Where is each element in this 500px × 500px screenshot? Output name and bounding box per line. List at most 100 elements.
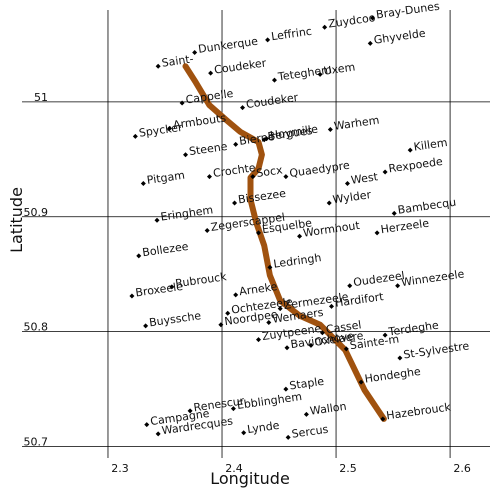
point — [187, 408, 193, 414]
point — [208, 70, 214, 76]
y-tick-label: 50.8 — [24, 321, 49, 334]
point-label: Uxem — [323, 60, 356, 77]
point — [322, 24, 328, 30]
point — [395, 283, 401, 289]
point-label: Ghyvelde — [373, 27, 427, 47]
point — [183, 152, 189, 158]
point — [397, 355, 403, 361]
point — [250, 174, 256, 180]
point — [326, 200, 332, 206]
point-label: Bambecqu — [397, 196, 457, 217]
point — [283, 386, 289, 392]
point-label: Spycker — [138, 121, 184, 140]
point — [358, 379, 364, 385]
point-label: Sercus — [291, 423, 329, 441]
point — [344, 180, 350, 186]
point — [328, 303, 334, 309]
point — [374, 230, 380, 236]
point — [380, 416, 386, 422]
point — [240, 105, 246, 111]
point — [283, 174, 289, 180]
point — [271, 77, 277, 83]
point-label: Socx — [256, 163, 284, 180]
point — [265, 37, 271, 43]
y-tick-label: 51 — [34, 91, 48, 104]
point — [256, 230, 262, 236]
point-label: Staple — [289, 375, 326, 393]
point — [308, 342, 314, 348]
point — [140, 180, 146, 186]
point-label: Herzeele — [380, 217, 430, 237]
point-label: West — [350, 170, 379, 187]
point — [179, 100, 185, 106]
point — [266, 319, 272, 325]
point-label: St-Sylvestre — [403, 339, 471, 361]
point-label: Rexpoede — [388, 155, 444, 175]
point — [267, 264, 273, 270]
point-label: Rubrouck — [175, 270, 228, 290]
point-label: Lynde — [246, 419, 280, 436]
x-tick-label: 2.5 — [339, 462, 357, 475]
point — [136, 253, 142, 259]
point — [382, 332, 388, 338]
point-label: Wallon — [309, 400, 347, 418]
point — [129, 293, 135, 299]
point — [367, 40, 373, 46]
point — [218, 322, 224, 328]
point-label: Bissezee — [237, 187, 287, 207]
point-label: Crochte — [212, 161, 256, 180]
point — [370, 15, 376, 21]
point-label: Armbouts — [172, 111, 227, 131]
point — [241, 430, 247, 436]
point-label: Dunkerque — [197, 35, 259, 56]
point — [297, 233, 303, 239]
point — [256, 337, 262, 343]
point — [132, 133, 138, 139]
y-tick-label: 50.9 — [24, 206, 49, 219]
point — [233, 141, 239, 147]
point — [225, 310, 231, 316]
point — [284, 345, 290, 351]
point-label: Leffrinc — [270, 25, 312, 44]
point — [347, 283, 353, 289]
point — [206, 174, 212, 180]
x-axis-title: Longitude — [210, 469, 290, 488]
point — [232, 200, 238, 206]
point-label: Bollezee — [141, 240, 189, 259]
point — [230, 406, 236, 412]
point-label: Coudeker — [213, 56, 267, 76]
point-label: Buyssche — [148, 309, 202, 329]
point — [303, 411, 309, 417]
point-label: Arneke — [238, 280, 278, 298]
point — [327, 126, 333, 132]
point-label: Bergues — [267, 124, 314, 143]
point-label: Pitgam — [146, 169, 186, 187]
point-label: Winnezeele — [400, 267, 465, 289]
point-label: Killem — [413, 136, 448, 154]
point — [263, 136, 269, 142]
point-label: Warhem — [333, 114, 380, 133]
point — [154, 217, 160, 223]
point — [155, 431, 161, 437]
point-label: Bierne — [238, 130, 275, 148]
point-label: Eringhem — [160, 203, 214, 223]
point — [233, 292, 239, 298]
point — [204, 228, 210, 234]
x-tick-label: 2.6 — [453, 462, 471, 475]
point-label: Hondeghe — [364, 365, 422, 386]
route-line — [182, 63, 387, 422]
point-label: Ledringh — [273, 251, 323, 271]
point — [391, 210, 397, 216]
point — [343, 346, 349, 352]
point — [167, 125, 173, 131]
point — [382, 169, 388, 175]
point — [155, 63, 161, 69]
x-tick-label: 2.3 — [111, 462, 129, 475]
point-label: Coudeker — [245, 91, 299, 111]
point — [317, 71, 323, 77]
point — [192, 50, 198, 56]
point — [285, 434, 291, 440]
point-label: Zuydcoo — [327, 11, 376, 31]
point-label: Steene — [188, 140, 228, 158]
